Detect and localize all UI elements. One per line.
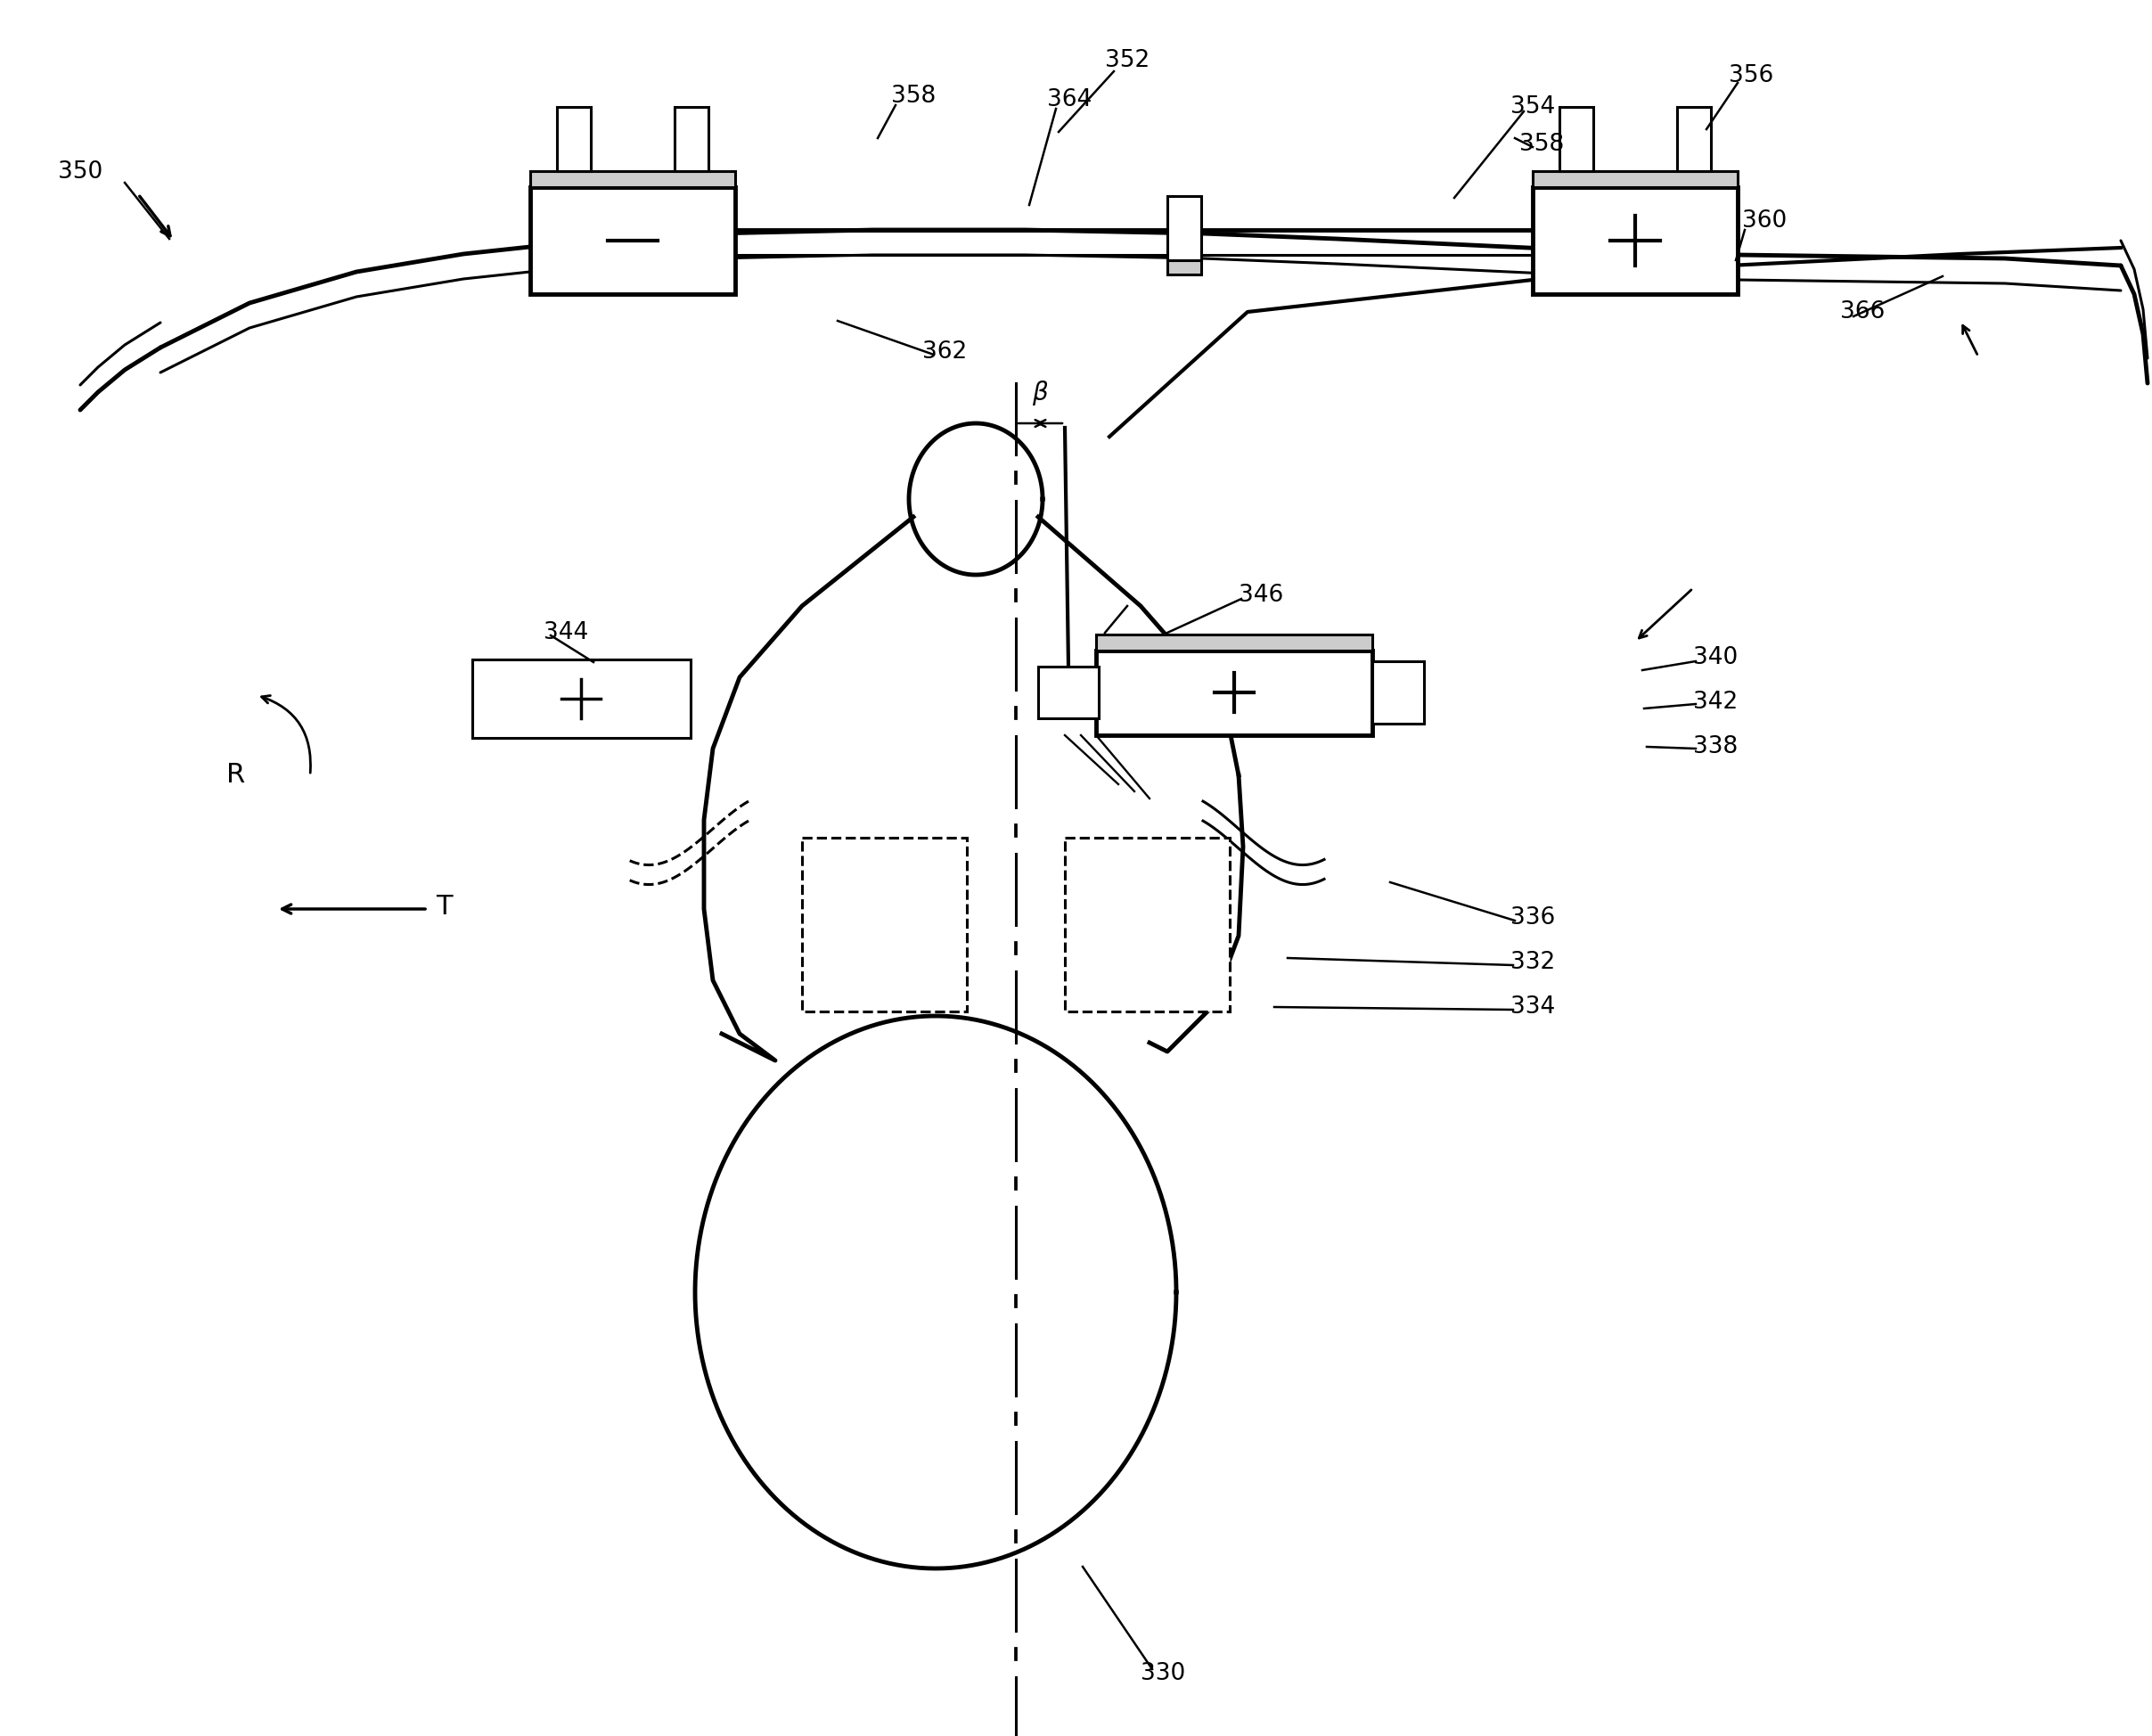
Text: 334: 334	[1511, 995, 1556, 1019]
Bar	[1166, 196, 1201, 260]
Text: 332: 332	[1511, 951, 1556, 974]
Bar	[1560, 108, 1592, 172]
Bar	[1166, 260, 1201, 274]
Text: 338: 338	[1694, 736, 1739, 759]
Text: 350: 350	[58, 160, 103, 184]
Text: 342: 342	[1694, 691, 1739, 713]
Bar	[557, 108, 592, 172]
Text: 344: 344	[544, 621, 587, 644]
Text: 356: 356	[1728, 64, 1773, 87]
Bar	[803, 838, 966, 1012]
Text: 340: 340	[1694, 646, 1739, 670]
Text: 358: 358	[891, 85, 936, 108]
Text: $\beta$: $\beta$	[1031, 378, 1048, 408]
Bar	[674, 108, 708, 172]
Bar	[1373, 661, 1425, 724]
Text: 352: 352	[1104, 49, 1149, 73]
Text: R: R	[226, 762, 245, 788]
Text: T: T	[435, 894, 452, 920]
Bar	[1095, 635, 1373, 651]
Bar	[1095, 651, 1373, 736]
Bar	[529, 172, 736, 187]
Text: 360: 360	[1743, 210, 1786, 233]
Text: 354: 354	[1511, 95, 1556, 118]
Text: 364: 364	[1048, 89, 1091, 111]
Text: 346: 346	[1240, 583, 1283, 608]
Text: 366: 366	[1840, 300, 1885, 323]
Bar	[529, 187, 736, 293]
Bar	[1532, 172, 1737, 187]
Text: 358: 358	[1519, 132, 1565, 156]
Bar	[1037, 667, 1100, 719]
Text: 362: 362	[923, 340, 966, 363]
Bar	[1676, 108, 1711, 172]
Bar	[1532, 187, 1737, 293]
Bar	[1065, 838, 1229, 1012]
Text: 336: 336	[1511, 906, 1556, 929]
Bar	[471, 660, 691, 738]
Text: 330: 330	[1141, 1661, 1186, 1686]
